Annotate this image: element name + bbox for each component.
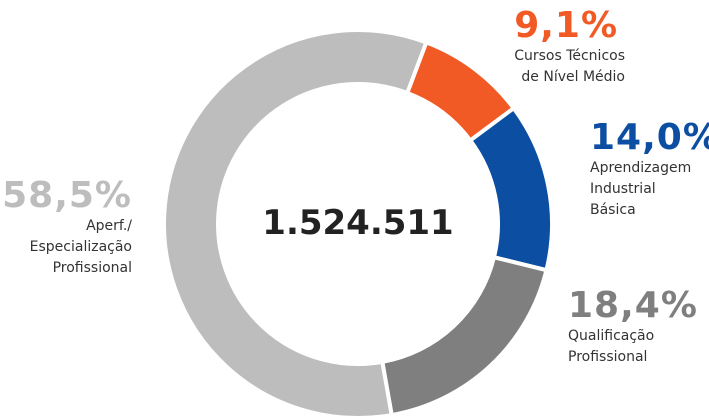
percent-label: 58,5%: [2, 175, 132, 216]
percent-label: 14,0%: [590, 117, 709, 158]
segment-label: 58,5% Aperf./ Especialização Profissional: [2, 176, 132, 279]
category-label: Aprendizagem Industrial Básica: [590, 160, 692, 218]
donut-segment: [467, 105, 554, 273]
category-label: Aperf./ Especialização Profissional: [29, 218, 132, 276]
segment-label: 18,4% Qualificação Profissional: [568, 286, 698, 368]
percent-label: 9,1%: [514, 5, 619, 46]
percent-label: 18,4%: [568, 285, 698, 326]
category-label: Qualificação Profissional: [568, 328, 655, 365]
category-label: Cursos Técnicos de Nível Médio: [514, 48, 625, 85]
segment-label: 9,1% Cursos Técnicos de Nível Médio: [514, 6, 625, 88]
donut-segment: [379, 254, 549, 417]
segment-label: 14,0% Aprendizagem Industrial Básica: [590, 118, 709, 221]
center-total: 1.524.511: [262, 203, 454, 243]
donut-segment: [162, 28, 429, 417]
